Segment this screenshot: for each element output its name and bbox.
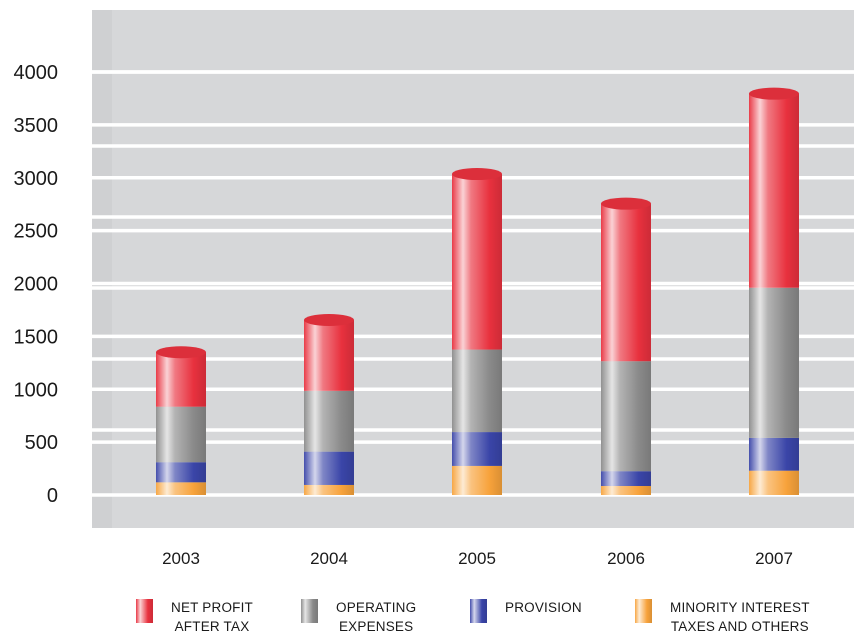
bar-segment-2004-2 bbox=[304, 390, 354, 452]
bar-segment-2007-3 bbox=[749, 93, 799, 288]
legend-item: OPERATING EXPENSES bbox=[301, 598, 416, 636]
legend-label: MINORITY INTEREST TAXES AND OTHERS bbox=[670, 600, 810, 634]
bar-segment-2004-3 bbox=[304, 319, 354, 391]
bar-cap-2005 bbox=[452, 168, 502, 181]
legend-label: NET PROFIT AFTER TAX bbox=[171, 600, 254, 634]
bar-segment-2005-1 bbox=[452, 432, 502, 466]
legend: NET PROFIT AFTER TAX OPERATING EXPENSES PROV… bbox=[0, 598, 854, 637]
bar-segment-2007-0 bbox=[749, 470, 799, 495]
legend-swatch bbox=[301, 599, 318, 623]
bar-cap-2004 bbox=[304, 313, 354, 326]
legend-swatch bbox=[635, 599, 652, 623]
x-tick-label: 2005 bbox=[458, 549, 496, 568]
y-tick-label: 3500 bbox=[14, 115, 59, 137]
y-axis-ticks: 0 500 1000 1500 2000 2500 3000 3500 4000 bbox=[14, 62, 59, 507]
bar-segment-2004-1 bbox=[304, 451, 354, 485]
bar-cap-2007 bbox=[749, 87, 799, 100]
legend-swatch bbox=[136, 599, 153, 623]
bar-segment-2006-3 bbox=[601, 203, 651, 362]
y-tick-label: 4000 bbox=[14, 62, 59, 84]
bar-segment-2006-1 bbox=[601, 471, 651, 487]
y-tick-label: 2000 bbox=[14, 274, 59, 296]
y-tick-label: 1500 bbox=[14, 326, 59, 348]
legend-label: PROVISION bbox=[505, 600, 582, 615]
bar-segment-2006-0 bbox=[601, 486, 651, 495]
y-tick-label: 0 bbox=[47, 485, 58, 507]
bar-segment-2007-2 bbox=[749, 287, 799, 438]
y-tick-label: 1000 bbox=[14, 379, 59, 401]
legend-swatch bbox=[470, 599, 487, 623]
bar-cap-2003 bbox=[156, 346, 206, 359]
bar-segment-2003-2 bbox=[156, 406, 206, 463]
bar-segment-2003-0 bbox=[156, 482, 206, 495]
x-tick-label: 2004 bbox=[310, 549, 348, 568]
y-tick-label: 2500 bbox=[14, 221, 59, 243]
bar-segment-2006-2 bbox=[601, 361, 651, 472]
y-tick-label: 3000 bbox=[14, 168, 59, 190]
legend-label: OPERATING EXPENSES bbox=[336, 600, 417, 634]
legend-item: PROVISION bbox=[470, 598, 582, 623]
bar-segment-2007-1 bbox=[749, 437, 799, 471]
bar-segment-2003-3 bbox=[156, 352, 206, 407]
legend-item: MINORITY INTEREST TAXES AND OTHERS bbox=[635, 598, 810, 636]
x-tick-label: 2003 bbox=[162, 549, 200, 568]
bar-segment-2005-0 bbox=[452, 465, 502, 495]
x-tick-label: 2006 bbox=[607, 549, 645, 568]
bar-segment-2004-0 bbox=[304, 484, 354, 495]
bar-segment-2005-2 bbox=[452, 349, 502, 433]
bar-cap-2006 bbox=[601, 197, 651, 210]
bar-segment-2003-1 bbox=[156, 462, 206, 483]
y-tick-label: 500 bbox=[25, 432, 58, 454]
x-axis-ticks: 2003 2004 2005 2006 2007 bbox=[162, 549, 793, 568]
legend-item: NET PROFIT AFTER TAX bbox=[136, 598, 253, 636]
bar-segment-2005-3 bbox=[452, 174, 502, 350]
x-tick-label: 2007 bbox=[755, 549, 793, 568]
bars bbox=[156, 87, 799, 495]
